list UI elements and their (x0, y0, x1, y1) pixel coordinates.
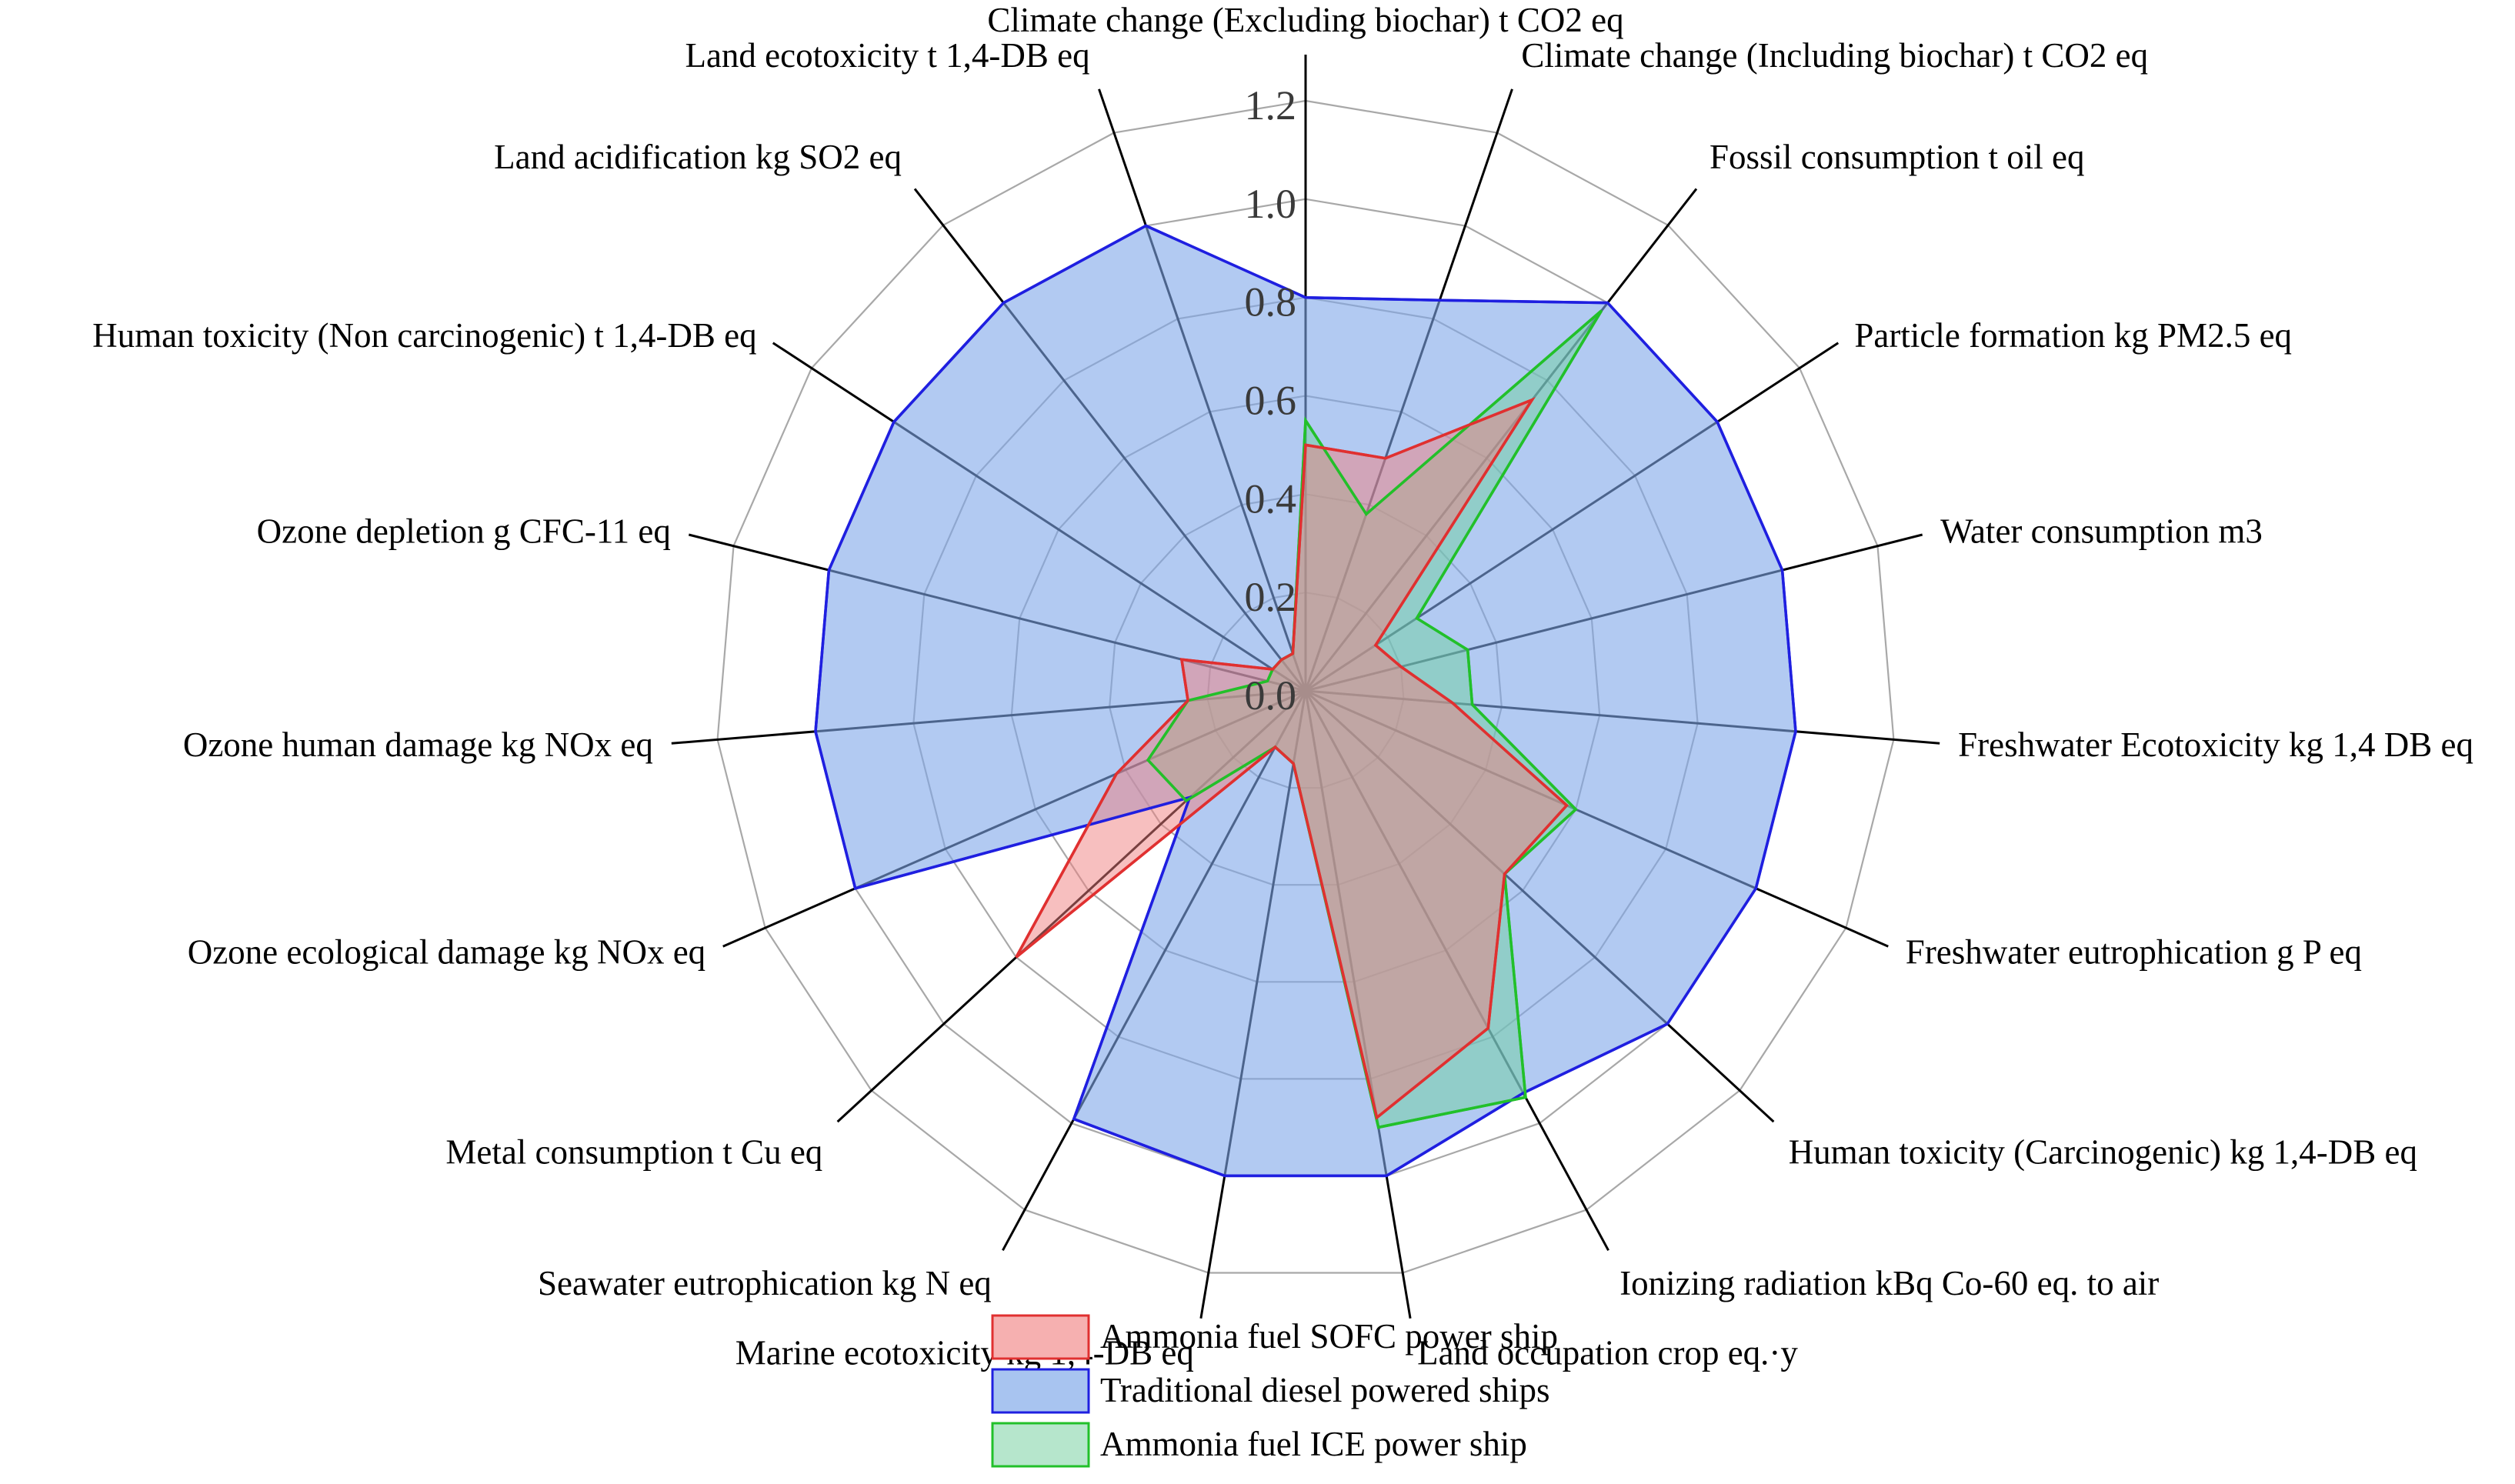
axis-label: Ozone depletion g CFC-11 eq (257, 512, 671, 551)
legend-swatch (991, 1368, 1090, 1414)
legend-swatch (991, 1314, 1090, 1360)
axis-label: Human toxicity (Non carcinogenic) t 1,4-… (92, 316, 757, 355)
series-line-0 (814, 224, 1797, 1178)
radial-tick-label: 1.0 (1245, 181, 1297, 227)
axis-label: Metal consumption t Cu eq (445, 1132, 822, 1171)
legend-swatch (991, 1422, 1090, 1468)
legend-label: Ammonia fuel SOFC power ship (1100, 1317, 1558, 1356)
axis-label: Land ecotoxicity t 1,4-DB eq (685, 36, 1089, 75)
axis-label: Human toxicity (Carcinogenic) kg 1,4-DB … (1789, 1132, 2417, 1171)
series-layer (814, 224, 1797, 1178)
axis-label: Particle formation kg PM2.5 eq (1854, 316, 2292, 355)
tick-layer: 0.0 0.2 0.4 0.6 0.8 1.0 1.2 (1245, 82, 1297, 719)
axis-label: Water consumption m3 (1940, 512, 2263, 551)
radial-tick-label: 0.0 (1245, 672, 1297, 719)
axis-label: Climate change (Excluding biochar) t CO2… (987, 1, 1623, 39)
axis-label: Ionizing radiation kBq Co-60 eq. to air (1619, 1264, 2159, 1302)
legend-label: Traditional diesel powered ships (1100, 1371, 1550, 1409)
axis-label: Climate change (Including biochar) t CO2… (1521, 36, 2148, 75)
radial-tick-label: 1.2 (1245, 82, 1297, 128)
radial-tick-label: 0.2 (1245, 574, 1297, 620)
axis-label: Land occupation crop eq.·y (1417, 1334, 1798, 1372)
axis-label: Freshwater Ecotoxicity kg 1,4 DB eq (1958, 725, 2473, 764)
legend: Ammonia fuel SOFC power ship Traditional … (991, 1314, 1558, 1468)
axis-label: Ozone ecological damage kg NOx eq (188, 932, 705, 971)
axis-label: Ozone human damage kg NOx eq (183, 725, 653, 764)
axis-label: Marine ecotoxicity kg 1,4-DB eq (735, 1334, 1194, 1372)
legend-label: Ammonia fuel ICE power ship (1100, 1425, 1527, 1463)
radial-tick-label: 0.4 (1245, 475, 1297, 522)
axis-label: Land acidification kg SO2 eq (494, 138, 902, 176)
series-line-2 (1015, 397, 1569, 1120)
axis-label: Seawater eutrophication kg N eq (538, 1264, 992, 1302)
axis-label: Freshwater eutrophication g P eq (1906, 932, 2362, 971)
grid-ring (716, 99, 1895, 1274)
radial-tick-label: 0.8 (1245, 279, 1297, 325)
radial-tick-label: 0.6 (1245, 378, 1297, 424)
label-layer: Climate change (Excluding biochar) t CO2… (92, 1, 2473, 1372)
axis-label: Fossil consumption t oil eq (1709, 138, 2085, 176)
